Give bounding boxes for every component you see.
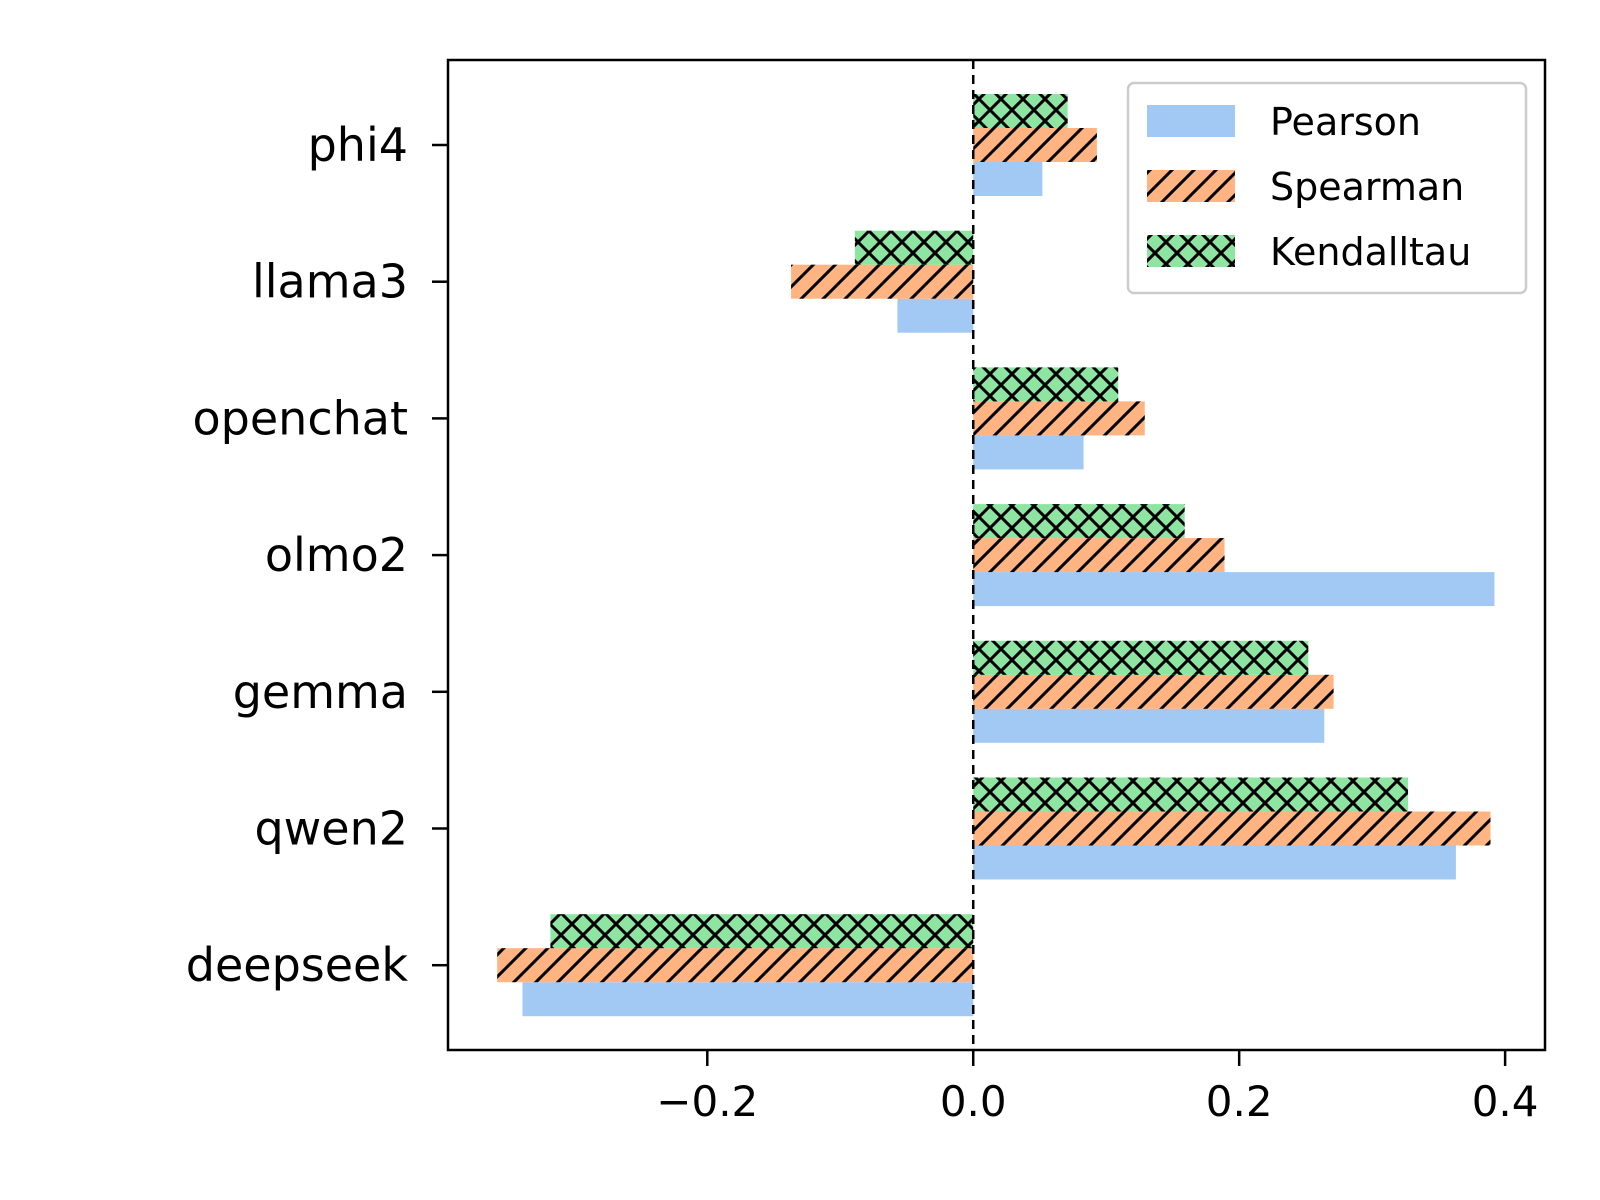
bar-hatch-spearman-llama3 — [791, 264, 974, 299]
bars-layer — [497, 94, 1495, 1017]
legend-swatch-hatch-kendalltau — [1147, 235, 1235, 267]
bar-hatch-kendalltau-phi4 — [973, 94, 1068, 128]
bar-pearson-gemma — [973, 708, 1325, 743]
axes-layer: phi4 llama3 openchat olmo2 gemma qwen2 deepsee… — [186, 58, 1547, 1126]
bar-hatch-kendalltau-openchat — [973, 367, 1119, 402]
bar-hatch-spearman-deepseek — [497, 948, 974, 983]
x-tick-label-1: 0.0 — [940, 1077, 1007, 1126]
legend-label-pearson: Pearson — [1270, 100, 1421, 144]
bar-pearson-deepseek — [522, 982, 974, 1017]
bar-hatch-kendalltau-qwen2 — [973, 777, 1409, 812]
legend-label-spearman: Spearman — [1270, 165, 1464, 209]
y-tick-label-phi4: phi4 — [308, 118, 408, 172]
y-tick-label-llama3: llama3 — [252, 255, 408, 309]
y-tick-label-olmo2: olmo2 — [265, 528, 408, 582]
bar-hatch-spearman-phi4 — [973, 128, 1097, 162]
legend: Pearson Spearman Kendalltau — [1126, 81, 1528, 295]
y-tick-label-qwen2: qwen2 — [254, 802, 408, 856]
bar-pearson-phi4 — [973, 162, 1043, 196]
bar-hatch-kendalltau-gemma — [973, 640, 1309, 675]
y-tick-label-gemma: gemma — [233, 665, 408, 719]
legend-swatch-hatch-spearman — [1147, 170, 1235, 202]
bar-pearson-openchat — [973, 435, 1084, 470]
bar-pearson-qwen2 — [973, 845, 1456, 880]
bar-hatch-kendalltau-deepseek — [550, 914, 974, 949]
x-tick-label-2: 0.2 — [1206, 1077, 1273, 1126]
bar-hatch-spearman-olmo2 — [973, 538, 1225, 573]
bar-hatch-kendalltau-olmo2 — [973, 504, 1185, 539]
y-tick-label-openchat: openchat — [193, 391, 408, 445]
bar-pearson-llama3 — [897, 298, 974, 333]
bar-hatch-spearman-qwen2 — [973, 811, 1491, 846]
y-tick-label-deepseek: deepseek — [186, 938, 409, 992]
legend-swatch-pearson — [1147, 105, 1235, 137]
bar-hatch-spearman-openchat — [973, 401, 1145, 436]
x-tick-label-0: −0.2 — [656, 1077, 758, 1126]
x-tick-label-3: 0.4 — [1472, 1077, 1539, 1126]
legend-label-kendalltau: Kendalltau — [1270, 230, 1471, 274]
bar-hatch-spearman-gemma — [973, 674, 1334, 709]
bar-pearson-olmo2 — [973, 572, 1495, 607]
bar-hatch-kendalltau-llama3 — [854, 230, 974, 265]
